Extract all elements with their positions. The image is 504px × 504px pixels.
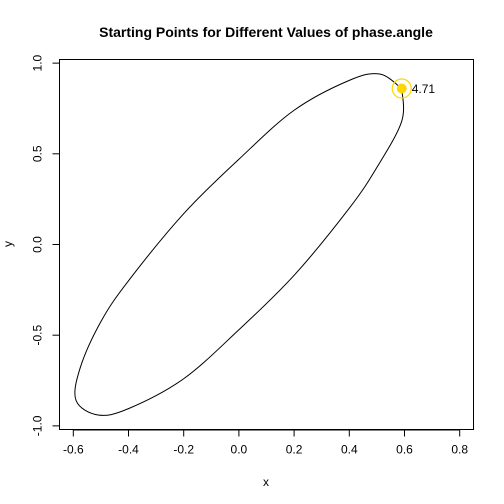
y-tick-label: -1.0 (31, 415, 45, 436)
y-tick-label: 0.0 (31, 236, 45, 253)
x-tick-label: -0.6 (63, 443, 84, 457)
x-tick-label: 0.8 (451, 443, 468, 457)
starting-points: 4.71 (391, 78, 436, 99)
x-axis-label: x (263, 475, 269, 489)
series-curve (74, 73, 405, 416)
start-point-label: 4.71 (412, 82, 436, 96)
chart-title: Starting Points for Different Values of … (99, 24, 433, 40)
x-tick-label: 0.0 (231, 443, 248, 457)
start-point-ring (391, 78, 412, 99)
x-tick-label: 0.2 (286, 443, 303, 457)
x-tick-label: -0.4 (118, 443, 139, 457)
y-tick-label: 1.0 (30, 54, 44, 71)
x-tick-label: 0.4 (341, 443, 358, 457)
start-point (396, 83, 407, 94)
plot-frame (59, 59, 474, 430)
y-axis: -1.0 -0.5 0.0 0.5 1.0 (30, 54, 60, 436)
x-tick-label: 0.6 (396, 443, 413, 457)
x-axis: -0.6 -0.4 -0.2 0.0 0.2 0.4 0.6 0.8 (63, 429, 468, 457)
y-tick-label: -0.5 (31, 325, 45, 346)
y-tick-label: 0.5 (31, 145, 45, 162)
y-axis-label: y (1, 241, 15, 247)
x-tick-label: -0.2 (173, 443, 194, 457)
